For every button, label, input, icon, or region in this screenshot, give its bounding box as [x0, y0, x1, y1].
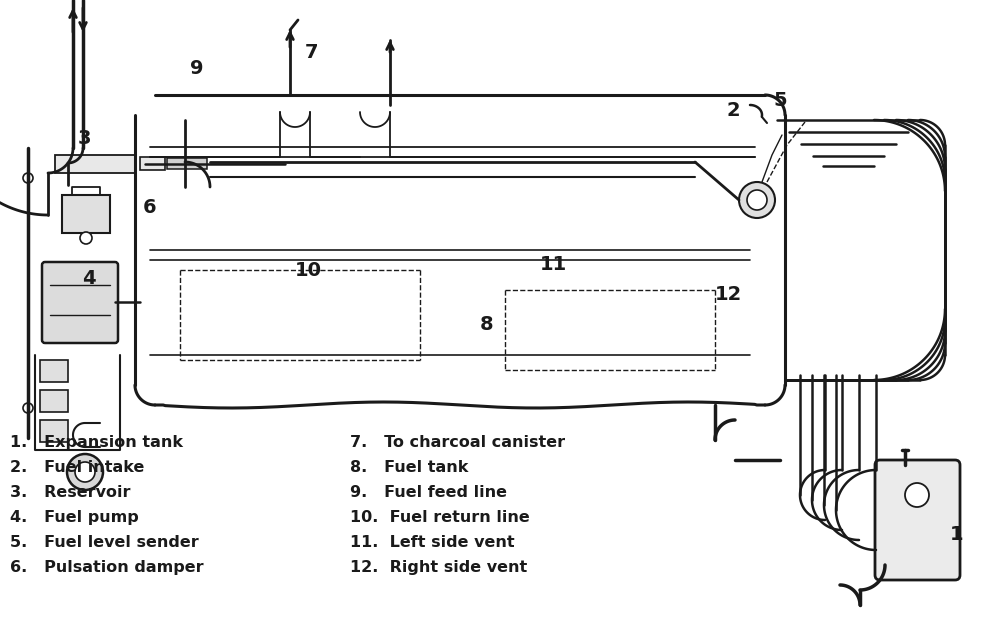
Text: 5: 5	[773, 91, 787, 110]
Text: 10: 10	[295, 260, 322, 280]
Text: 11: 11	[540, 256, 567, 275]
Circle shape	[80, 232, 92, 244]
Text: 4.   Fuel pump: 4. Fuel pump	[10, 510, 139, 525]
Circle shape	[67, 454, 103, 490]
FancyBboxPatch shape	[875, 460, 960, 580]
Text: 8.   Fuel tank: 8. Fuel tank	[350, 460, 468, 475]
FancyBboxPatch shape	[42, 262, 118, 343]
Text: 4: 4	[82, 268, 96, 287]
Circle shape	[75, 462, 95, 482]
Bar	[140, 157, 165, 170]
Text: 2.   Fuel intake: 2. Fuel intake	[10, 460, 144, 475]
Text: 2: 2	[727, 101, 741, 120]
Circle shape	[739, 182, 775, 218]
Text: 3.   Reservoir: 3. Reservoir	[10, 485, 130, 500]
Bar	[167, 158, 207, 169]
Text: 6: 6	[143, 198, 157, 217]
Bar	[55, 155, 135, 173]
Text: 3: 3	[78, 129, 92, 147]
Circle shape	[747, 190, 767, 210]
Text: 9: 9	[190, 59, 204, 77]
Text: 1: 1	[950, 525, 964, 544]
Text: 1.   Expansion tank: 1. Expansion tank	[10, 435, 183, 450]
Bar	[40, 390, 68, 412]
Text: 12: 12	[715, 285, 742, 304]
Text: 6.   Pulsation damper: 6. Pulsation damper	[10, 560, 204, 575]
Text: 5.   Fuel level sender: 5. Fuel level sender	[10, 535, 199, 550]
Text: 7: 7	[305, 43, 318, 62]
Text: 11.  Left side vent: 11. Left side vent	[350, 535, 515, 550]
Text: 9.   Fuel feed line: 9. Fuel feed line	[350, 485, 507, 500]
Bar	[40, 360, 68, 382]
Text: 10.  Fuel return line: 10. Fuel return line	[350, 510, 530, 525]
Bar	[40, 420, 68, 442]
Text: 7.   To charcoal canister: 7. To charcoal canister	[350, 435, 565, 450]
Circle shape	[23, 173, 33, 183]
Circle shape	[905, 483, 929, 507]
Text: 12.  Right side vent: 12. Right side vent	[350, 560, 527, 575]
Circle shape	[23, 403, 33, 413]
Bar	[62, 195, 110, 233]
Text: 8: 8	[480, 316, 494, 335]
